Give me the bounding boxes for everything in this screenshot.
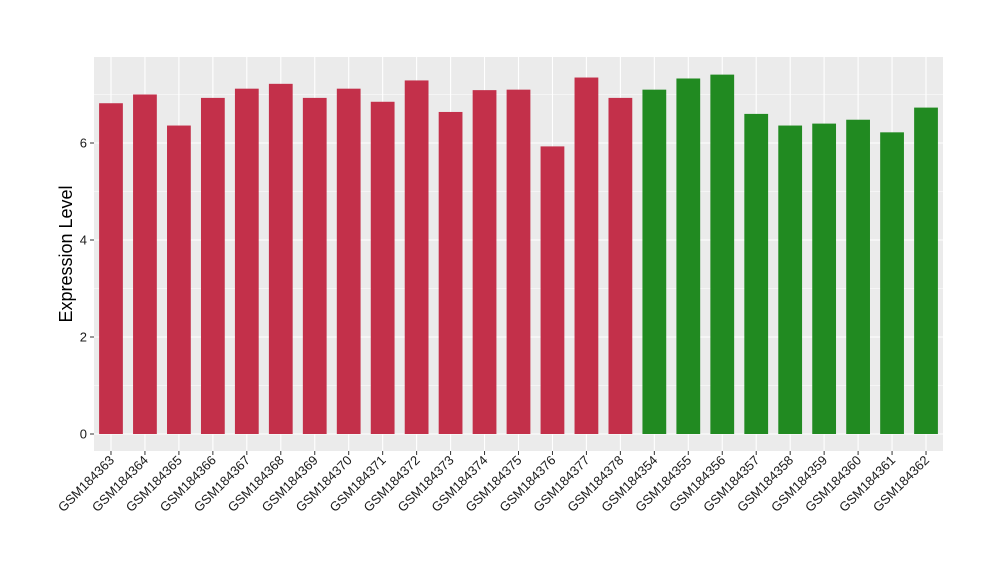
bar-GSM184357 (744, 113, 769, 435)
bar-GSM184359 (812, 123, 837, 434)
bar-GSM184366 (200, 97, 225, 435)
bar-GSM184362 (914, 107, 938, 434)
bar-GSM184356 (710, 74, 735, 435)
x-axis: GSM184363GSM184364GSM184365GSM184366GSM1… (55, 451, 932, 515)
bar-GSM184376 (540, 146, 565, 434)
bar-GSM184377 (574, 77, 599, 435)
bar-GSM184374 (472, 90, 497, 434)
bar-GSM184361 (880, 132, 904, 434)
y-tick-label: 2 (80, 330, 87, 345)
bar-GSM184368 (268, 83, 293, 434)
bar-GSM184370 (336, 88, 361, 435)
bar-GSM184372 (404, 80, 429, 434)
bars (99, 74, 938, 435)
bar-GSM184358 (778, 125, 803, 434)
y-axis: 0 2 4 6 (80, 136, 94, 442)
bar-GSM184373 (438, 111, 463, 435)
y-tick-label: 4 (80, 233, 87, 248)
bar-GSM184369 (302, 97, 327, 435)
y-axis-title: Expression Level (56, 185, 76, 322)
bar-GSM184367 (234, 88, 259, 435)
bar-GSM184378 (608, 97, 633, 435)
bar-GSM184355 (676, 78, 701, 435)
bar-GSM184371 (370, 101, 395, 435)
bar-GSM184364 (133, 94, 157, 434)
bar-GSM184365 (167, 125, 191, 434)
bar-GSM184360 (846, 119, 870, 434)
y-tick-label: 0 (80, 427, 87, 442)
bar-GSM184375 (506, 89, 531, 435)
bar-GSM184363 (99, 103, 123, 434)
bar-GSM184354 (642, 89, 667, 435)
y-tick-label: 6 (80, 136, 87, 151)
